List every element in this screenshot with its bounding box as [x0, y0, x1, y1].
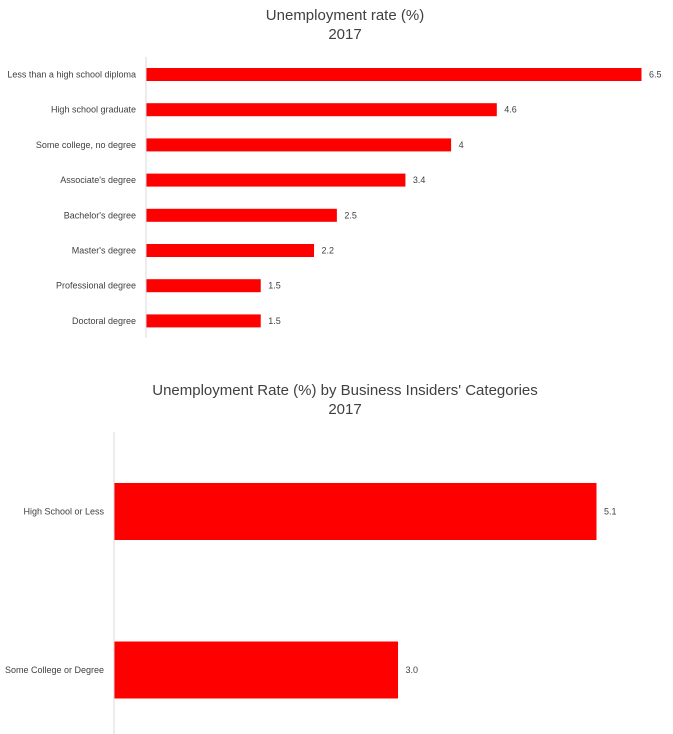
- chart-1-category-label: Professional degree: [56, 281, 136, 291]
- chart-1-title: Unemployment rate (%): [266, 7, 424, 24]
- chart-2-bar: [114, 483, 597, 540]
- chart-1: Unemployment rate (%) 2017 Less than a h…: [7, 7, 662, 338]
- chart-1-value-label: 4.6: [504, 105, 517, 115]
- chart-1-category-label: Bachelor's degree: [64, 210, 136, 220]
- chart-1-category-label: Doctoral degree: [72, 316, 136, 326]
- chart-2-bar: [114, 641, 399, 699]
- chart-2-title: Unemployment Rate (%) by Business Inside…: [152, 382, 538, 399]
- chart-1-bar: [146, 314, 261, 328]
- chart-1-bar: [146, 244, 315, 257]
- chart-2-bars: High School or Less 5.1 Some College or De…: [5, 483, 617, 699]
- chart-1-category-label: High school graduate: [51, 105, 136, 115]
- chart-1-bar: [146, 103, 497, 117]
- chart-1-bars: Less than a high school diploma 6.5 High s…: [7, 68, 662, 328]
- chart-2-category-label: Some College or Degree: [5, 665, 104, 675]
- chart-2-category-label: High School or Less: [23, 507, 104, 517]
- chart-1-value-label: 1.5: [268, 316, 281, 326]
- chart-1-value-label: 2.2: [322, 246, 335, 256]
- chart-1-value-label: 3.4: [413, 175, 426, 185]
- chart-2-value-label: 5.1: [604, 507, 617, 517]
- chart-2-value-label: 3.0: [406, 665, 419, 675]
- chart-1-category-label: Associate's degree: [60, 175, 136, 185]
- chart-1-bar: [146, 68, 642, 81]
- chart-1-category-label: Master's degree: [72, 246, 136, 256]
- chart-1-category-label: Less than a high school diploma: [7, 70, 136, 80]
- chart-1-value-label: 4: [459, 140, 464, 150]
- chart-1-bar: [146, 279, 261, 293]
- chart-1-subtitle: 2017: [328, 26, 361, 43]
- chart-1-category-label: Some college, no degree: [36, 140, 136, 150]
- chart-1-value-label: 6.5: [649, 70, 662, 80]
- chart-1-value-label: 1.5: [268, 281, 281, 291]
- chart-1-value-label: 2.5: [344, 210, 357, 220]
- chart-1-bar: [146, 173, 406, 187]
- chart-1-bar: [146, 208, 337, 222]
- chart-2: Unemployment Rate (%) by Business Inside…: [5, 382, 617, 734]
- chart-2-subtitle: 2017: [328, 401, 361, 418]
- chart-1-bar: [146, 138, 452, 152]
